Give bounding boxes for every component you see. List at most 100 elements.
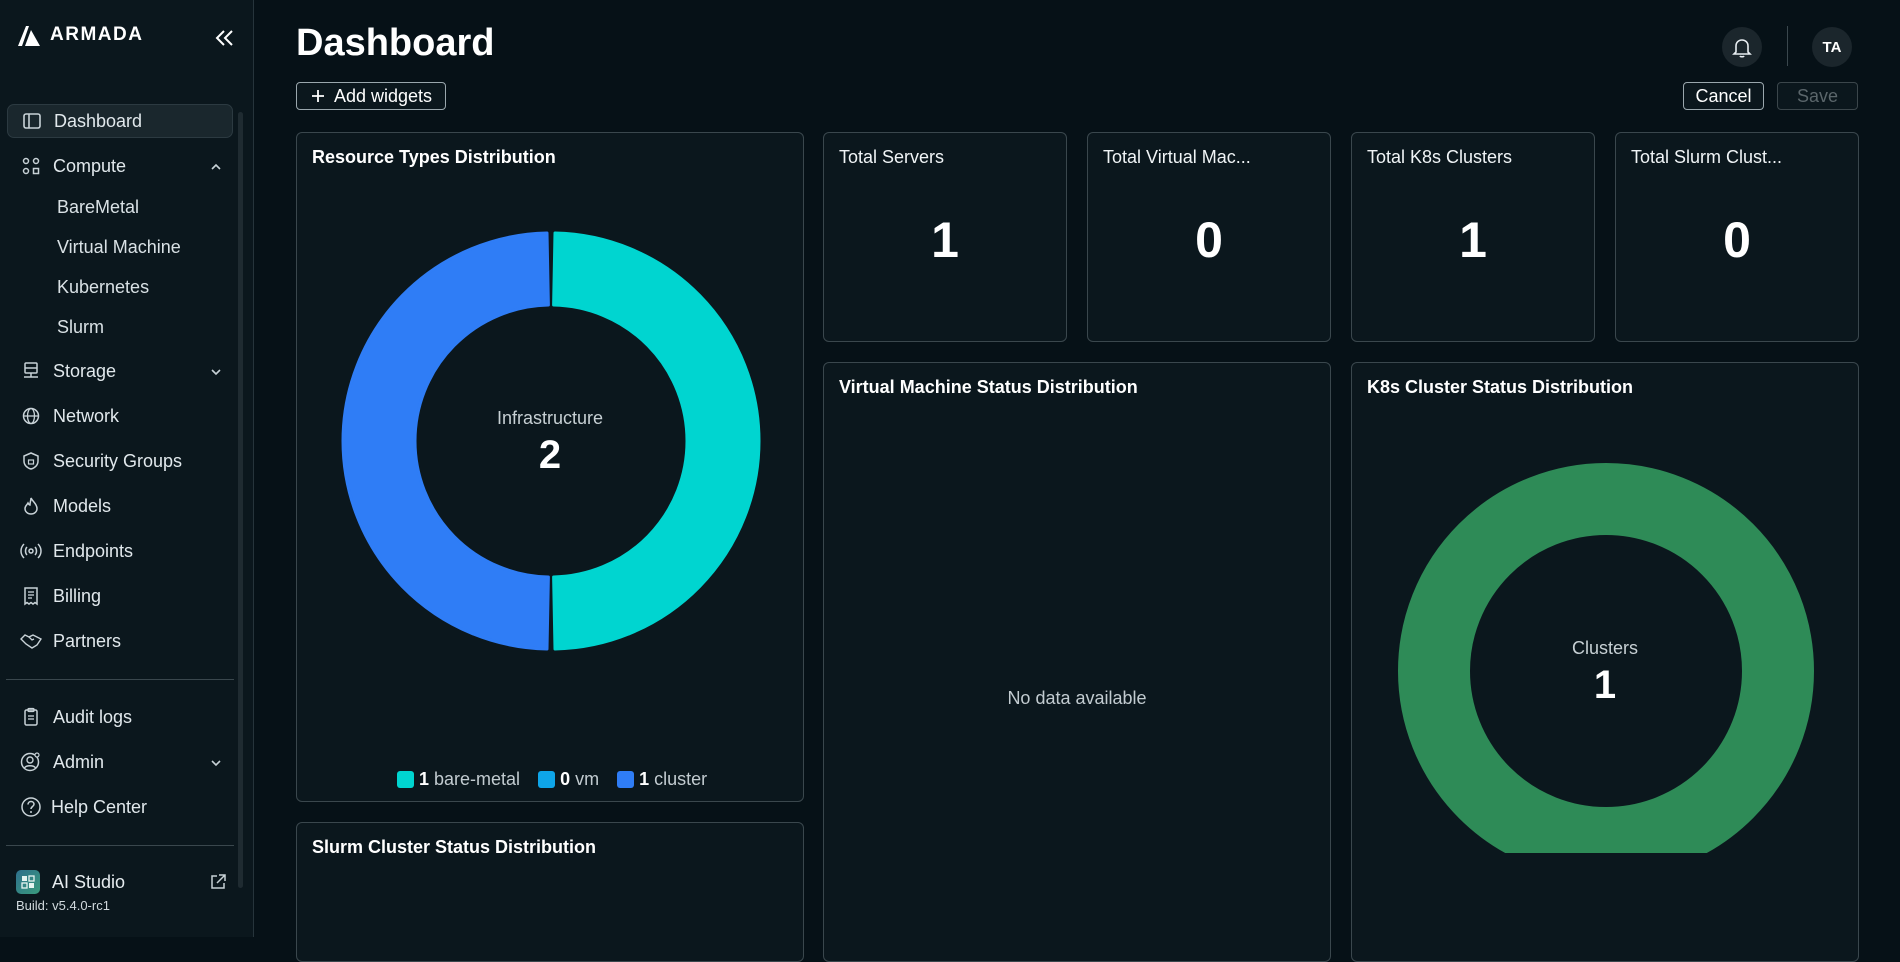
avatar[interactable]: TA: [1812, 27, 1852, 67]
total-slurm-clusters-card: Total Slurm Clust... 0: [1615, 132, 1859, 342]
broadcast-icon: [19, 539, 43, 563]
sidebar-item-label: Audit logs: [53, 706, 133, 727]
legend-swatch: [617, 771, 635, 788]
external-link-icon[interactable]: [209, 873, 227, 891]
armada-logo-icon: [18, 26, 40, 46]
save-button[interactable]: Save: [1777, 82, 1858, 110]
flame-icon: [19, 494, 43, 518]
shield-icon: [19, 449, 43, 473]
legend-swatch: [397, 771, 414, 788]
handshake-icon: [19, 629, 43, 653]
card-title: K8s Cluster Status Distribution: [1367, 377, 1634, 397]
storage-icon: [19, 359, 43, 383]
slurm-status-card: Slurm Cluster Status Distribution: [296, 822, 804, 962]
sidebar-item-label: Storage: [53, 360, 117, 381]
chart-legend: 1 bare-metal 0 vm 1 cluster: [397, 769, 707, 790]
legend-swatch: [538, 771, 556, 788]
clipboard-icon: [19, 705, 43, 729]
donut-slice-clusters[interactable]: [1398, 463, 1814, 853]
sidebar-item-label: Endpoints: [53, 540, 134, 561]
k8s-status-card: K8s Cluster Status Distribution Clusters…: [1351, 362, 1859, 962]
add-widgets-label: Add widgets: [333, 85, 433, 106]
sidebar-item-partners[interactable]: Partners: [7, 624, 233, 658]
sidebar-subitem-virtual-machine[interactable]: Virtual Machine: [57, 237, 181, 257]
sidebar-item-label: Compute: [53, 155, 127, 176]
ai-studio-label: AI Studio: [52, 871, 126, 892]
resource-types-donut-chart: [341, 231, 761, 651]
plus-icon: [311, 90, 324, 102]
stat-title: Total Virtual Mac...: [1103, 147, 1251, 167]
collapse-sidebar-icon[interactable]: [212, 26, 238, 50]
total-virtual-machines-card: Total Virtual Mac... 0: [1087, 132, 1331, 342]
user-gear-icon: [19, 750, 43, 774]
legend-value: 1: [639, 769, 650, 789]
sidebar-subitem-slurm[interactable]: Slurm: [57, 317, 105, 337]
sidebar-item-security-groups[interactable]: Security Groups: [7, 444, 233, 478]
total-k8s-clusters-card: Total K8s Clusters 1: [1351, 132, 1595, 342]
cancel-button[interactable]: Cancel: [1683, 82, 1764, 110]
donut-center-label: Clusters: [1571, 638, 1638, 658]
card-title: Resource Types Distribution: [312, 147, 556, 167]
donut-center-label: Infrastructure: [496, 408, 604, 428]
sidebar-item-endpoints[interactable]: Endpoints: [7, 534, 233, 568]
ai-studio-icon: [16, 870, 40, 894]
card-title: Slurm Cluster Status Distribution: [312, 837, 597, 857]
sidebar-item-label: Help Center: [51, 796, 148, 817]
no-data-message: No data available: [1007, 688, 1147, 708]
ai-studio-link[interactable]: AI Studio: [16, 870, 125, 894]
stat-value: 0: [1195, 212, 1223, 268]
legend-item-bare-metal[interactable]: 1 bare-metal: [397, 769, 520, 790]
brand-name: ARMADA: [50, 24, 144, 45]
sidebar-item-label: Models: [53, 495, 112, 516]
stat-title: Total Slurm Clust...: [1631, 147, 1783, 167]
sidebar-subitem-kubernetes[interactable]: Kubernetes: [57, 277, 150, 297]
chevron-down-icon: [209, 363, 223, 377]
legend-label: cluster: [654, 769, 708, 789]
receipt-icon: [19, 584, 43, 608]
sidebar-item-admin[interactable]: Admin: [7, 745, 233, 779]
resource-types-card: Resource Types Distribution Infrastructu…: [296, 132, 804, 802]
notifications-button[interactable]: [1722, 27, 1762, 67]
sidebar-item-network[interactable]: Network: [7, 399, 233, 433]
build-version: Build: v5.4.0-rc1: [16, 898, 110, 913]
donut-slice-cluster[interactable]: [341, 231, 550, 651]
legend-value: 0: [560, 769, 571, 789]
legend-value: 1: [419, 769, 430, 789]
stat-title: Total K8s Clusters: [1367, 147, 1513, 167]
stat-title: Total Servers: [839, 147, 945, 167]
sidebar: ARMADA Dashboard Compute BareMetal Virtu…: [0, 0, 254, 937]
sidebar-item-billing[interactable]: Billing: [7, 579, 233, 613]
stat-value: 0: [1723, 212, 1751, 268]
legend-label: vm: [575, 769, 600, 789]
stat-value: 1: [1459, 212, 1487, 268]
total-servers-card: Total Servers 1: [823, 132, 1067, 342]
sidebar-item-models[interactable]: Models: [7, 489, 233, 523]
sidebar-item-label: Security Groups: [53, 450, 183, 471]
legend-item-cluster[interactable]: 1 cluster: [617, 769, 707, 790]
sidebar-item-help-center[interactable]: Help Center: [7, 790, 233, 824]
compute-icon: [19, 154, 43, 178]
donut-slice-bare-metal[interactable]: [552, 231, 761, 651]
k8s-status-donut-chart: [1398, 463, 1814, 853]
bell-icon: [1732, 39, 1752, 58]
dashboard-icon: [20, 109, 44, 133]
sidebar-item-compute[interactable]: Compute: [7, 149, 233, 183]
sidebar-scrollbar[interactable]: [238, 112, 243, 888]
legend-item-vm[interactable]: 0 vm: [538, 769, 599, 790]
chevron-down-icon: [209, 754, 223, 768]
sidebar-item-storage[interactable]: Storage: [7, 354, 233, 388]
help-icon: [19, 795, 43, 819]
sidebar-divider: [6, 845, 234, 846]
add-widgets-button[interactable]: Add widgets: [296, 82, 446, 110]
donut-center-value: 2: [538, 433, 562, 477]
header-divider: [1787, 26, 1788, 66]
brand-logo[interactable]: ARMADA: [16, 22, 143, 48]
sidebar-item-label: Admin: [53, 751, 105, 772]
sidebar-item-dashboard[interactable]: Dashboard: [7, 104, 233, 138]
stat-value: 1: [931, 212, 959, 268]
sidebar-item-audit-logs[interactable]: Audit logs: [7, 700, 233, 734]
chevron-up-icon: [209, 158, 223, 172]
donut-center-value: 1: [1593, 663, 1617, 707]
sidebar-subitem-baremetal[interactable]: BareMetal: [57, 197, 140, 217]
legend-label: bare-metal: [434, 769, 521, 789]
